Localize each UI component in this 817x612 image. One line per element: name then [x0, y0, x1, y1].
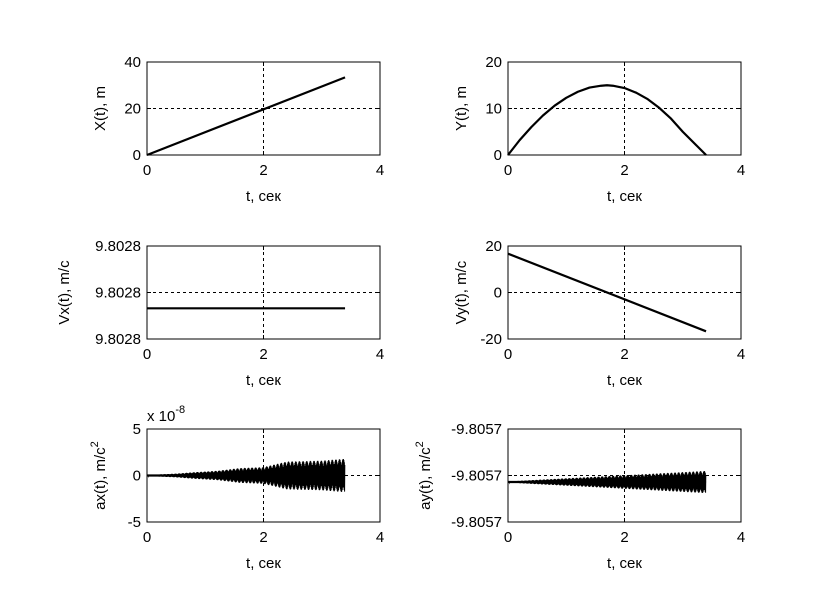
x-tick-label: 2: [620, 346, 628, 363]
x-axis-label: t, сек: [607, 555, 642, 572]
subplot-6: 0 2 4 -9.8057 -9.8057 -9.8057 t, сек ay(t), m/c…: [414, 421, 745, 572]
subplot-2: 0 2 4 0 10 20 t, сек Y(t), m: [453, 54, 745, 205]
x-axis-label: t, сек: [607, 372, 642, 389]
x-axis-label: t, сек: [246, 188, 281, 205]
noise-band: [508, 471, 707, 493]
axis-exponent-superscript: -8: [175, 404, 185, 416]
y-axis-label: Vy(t), m/c: [453, 260, 470, 324]
x-tick-label: 0: [143, 346, 151, 363]
y-tick-label: 9.8028: [95, 238, 141, 255]
x-tick-label: 0: [143, 529, 151, 546]
x-axis-label: t, сек: [246, 555, 281, 572]
series-line: [146, 76, 346, 157]
x-tick-label: 0: [143, 162, 151, 179]
y-tick-label: -9.8057: [451, 421, 502, 438]
y-tick-label: -9.8057: [451, 468, 502, 485]
y-axis-label-superscript: 2: [89, 441, 101, 447]
x-tick-label: 0: [504, 346, 512, 363]
x-tick-label: 4: [376, 346, 384, 363]
y-tick-label: 20: [485, 54, 502, 71]
y-tick-label: 40: [124, 54, 141, 71]
x-axis-label: t, сек: [246, 372, 281, 389]
y-axis-label: Y(t), m: [453, 86, 470, 131]
series-line: [507, 84, 707, 156]
y-tick-label: 0: [133, 147, 141, 164]
x-tick-label: 2: [259, 529, 267, 546]
x-tick-label: 2: [620, 529, 628, 546]
y-axis-label: Vx(t), m/c: [56, 260, 73, 325]
x-tick-label: 2: [259, 346, 267, 363]
x-tick-label: 0: [504, 162, 512, 179]
y-tick-label: -5: [128, 514, 141, 531]
y-tick-label: 0: [133, 468, 141, 485]
x-tick-label: 2: [259, 162, 267, 179]
series-line: [507, 252, 707, 333]
x-tick-label: 4: [737, 346, 745, 363]
y-axis-label: ay(t), m/c2: [414, 441, 434, 510]
x-tick-label: 0: [504, 529, 512, 546]
y-tick-label: 0: [494, 285, 502, 302]
x-tick-label: 4: [376, 529, 384, 546]
y-tick-label: 9.8028: [95, 331, 141, 348]
x-axis-label: t, сек: [607, 188, 642, 205]
subplot-3: 0 2 4 9.8028 9.8028 9.8028 t, сек Vx(t), m/c: [56, 238, 384, 389]
y-tick-label: 9.8028: [95, 285, 141, 302]
y-axis-label: ax(t), m/c2: [89, 441, 109, 510]
y-tick-label: -9.8057: [451, 514, 502, 531]
x-tick-label: 2: [620, 162, 628, 179]
x-tick-label: 4: [737, 529, 745, 546]
y-tick-label: 0: [494, 147, 502, 164]
x-tick-label: 4: [737, 162, 745, 179]
y-tick-label: -20: [480, 331, 502, 348]
y-axis-label-superscript: 2: [414, 441, 426, 447]
y-axis-label: X(t), m: [92, 86, 109, 131]
y-tick-label: 20: [485, 238, 502, 255]
x-tick-label: 4: [376, 162, 384, 179]
y-tick-label: 5: [133, 421, 141, 438]
y-tick-label: 20: [124, 101, 141, 118]
y-tick-label: 10: [485, 101, 502, 118]
